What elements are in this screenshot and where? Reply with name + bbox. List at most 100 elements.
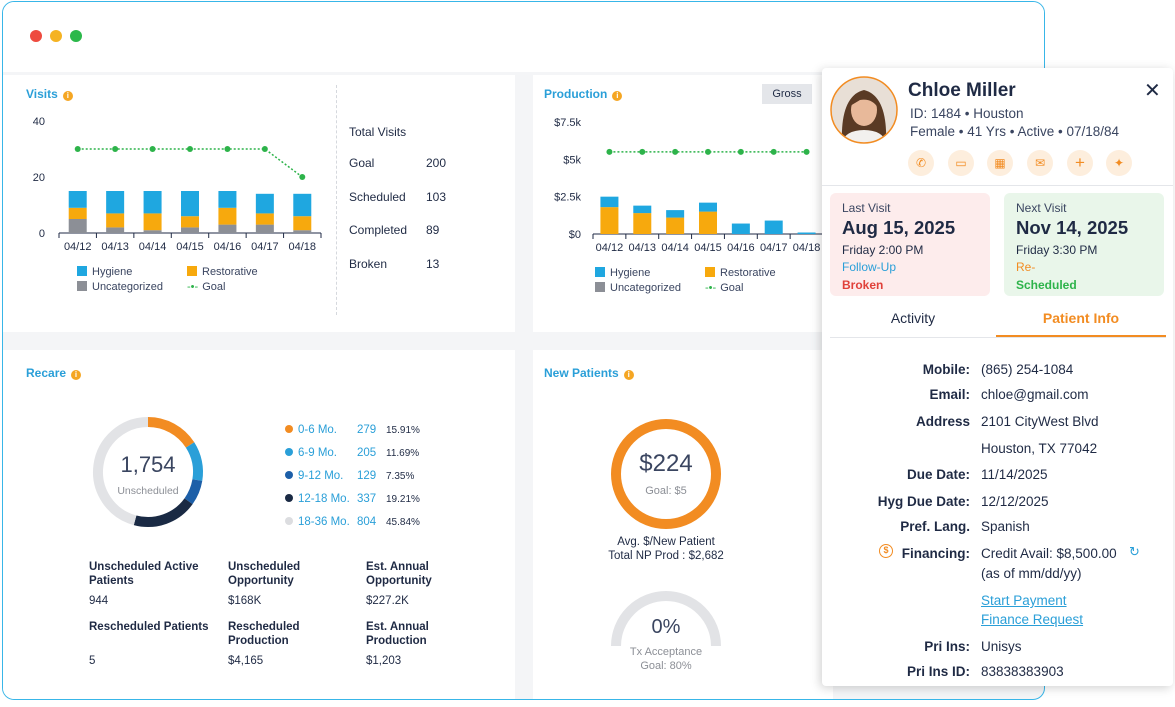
visits-bar-uncategorized[interactable] — [143, 230, 162, 233]
recare-bucket-label: 9-12 Mo. — [298, 470, 344, 482]
start-payment-link[interactable]: Start Payment — [981, 593, 1067, 608]
production-bar-hygiene[interactable] — [731, 223, 750, 234]
recare-slice[interactable] — [147, 417, 195, 448]
mail-icon[interactable]: ✉ — [1027, 150, 1053, 176]
total-visits-title: Total Visits — [349, 125, 407, 139]
tab-patient-info[interactable]: Patient Info — [996, 304, 1166, 337]
production-goal-point[interactable] — [770, 148, 777, 155]
recare-panel: Recare i 1,754 Unscheduled 0-6 Mo. 279 15.9… — [3, 350, 515, 699]
recare-metric-value: $1,203 — [366, 655, 402, 667]
production-y-tick: $5k — [563, 154, 581, 166]
info-icon[interactable]: i — [612, 91, 623, 101]
visits-bar-hygiene[interactable] — [106, 191, 125, 214]
production-bar-hygiene[interactable] — [600, 196, 619, 208]
production-goal-point[interactable] — [737, 148, 744, 155]
info-icon[interactable]: i — [71, 370, 82, 380]
chat-icon[interactable]: ▭ — [948, 150, 974, 176]
recare-bucket-count: 337 — [357, 493, 377, 505]
production-bar-hygiene[interactable] — [699, 202, 717, 212]
visits-bar-restorative[interactable] — [218, 207, 237, 225]
tab-activity[interactable]: Activity — [890, 310, 936, 326]
avatar[interactable] — [830, 76, 898, 144]
production-bar-restorative[interactable] — [699, 211, 717, 234]
visits-bar-uncategorized[interactable] — [181, 227, 199, 233]
visits-bar-uncategorized[interactable] — [218, 224, 237, 233]
production-goal-point[interactable] — [672, 148, 679, 155]
production-goal-point[interactable] — [705, 148, 711, 155]
finance-request-link[interactable]: Finance Request — [981, 612, 1084, 627]
visits-bar-hygiene[interactable] — [255, 193, 274, 214]
production-bar-restorative[interactable] — [633, 213, 652, 234]
visits-bar-hygiene[interactable] — [143, 191, 162, 214]
visits-bar-uncategorized[interactable] — [68, 219, 87, 233]
recare-metric-value: 944 — [89, 595, 109, 607]
patient-info-value: 2101 CityWest Blvd — [981, 414, 1099, 429]
visits-bar-hygiene[interactable] — [293, 193, 312, 217]
production-bar-hygiene[interactable] — [797, 232, 816, 234]
production-goal-point[interactable] — [639, 148, 646, 155]
recare-bucket[interactable]: 6-9 Mo. — [285, 447, 337, 459]
visits-chart: 0 20 40 04/12 04/13 04/14 04/15 04/16 04/17 04/18 — [33, 116, 322, 253]
calendar-icon[interactable]: ▦ — [987, 150, 1013, 176]
info-icon[interactable]: i — [623, 370, 634, 380]
recare-bucket-count: 129 — [357, 470, 377, 482]
prod-legend-goal: -•- Goal — [705, 282, 744, 294]
recare-metric-label: Est. Annual Opportunity — [366, 561, 432, 587]
recare-slice[interactable] — [93, 417, 149, 526]
phone-icon[interactable]: ✆ — [908, 150, 934, 176]
recare-slice[interactable] — [185, 442, 203, 481]
production-bar-hygiene[interactable] — [633, 205, 652, 214]
add-icon[interactable]: + — [1067, 150, 1093, 176]
recare-slice[interactable] — [133, 498, 193, 527]
close-icon[interactable]: ✕ — [1144, 80, 1161, 102]
recare-slice[interactable] — [184, 479, 203, 505]
visits-bar-hygiene[interactable] — [181, 191, 199, 217]
gross-toggle[interactable]: Gross — [762, 84, 812, 104]
visits-bar-uncategorized[interactable] — [293, 230, 312, 233]
production-goal-point[interactable] — [803, 148, 810, 155]
bullet-icon — [285, 517, 293, 525]
minimize-window-dot[interactable] — [50, 30, 62, 42]
visits-goal-point[interactable] — [149, 146, 156, 152]
maximize-window-dot[interactable] — [70, 30, 82, 42]
production-bar-restorative[interactable] — [666, 217, 685, 234]
production-bar-restorative[interactable] — [600, 207, 619, 234]
visits-bar-restorative[interactable] — [106, 213, 125, 228]
visits-bar-restorative[interactable] — [255, 213, 274, 225]
visits-bar-uncategorized[interactable] — [255, 224, 274, 233]
visits-goal-point[interactable] — [112, 146, 119, 152]
last-visit-card[interactable]: Last Visit Aug 15, 2025 Friday 2:00 PM F… — [830, 193, 990, 296]
next-visit-card[interactable]: Next Visit Nov 14, 2025 Friday 3:30 PM R… — [1004, 193, 1164, 296]
visits-goal-point[interactable] — [187, 146, 193, 152]
close-window-dot[interactable] — [30, 30, 42, 42]
visits-x-tick: 04/16 — [214, 241, 242, 253]
production-bar-hygiene[interactable] — [666, 210, 685, 218]
pri-ins-id-label: Pri Ins ID: — [906, 664, 970, 679]
visits-goal-point[interactable] — [224, 146, 231, 152]
visits-bar-hygiene[interactable] — [218, 191, 237, 208]
visits-bar-hygiene[interactable] — [68, 191, 87, 208]
visits-bar-restorative[interactable] — [143, 213, 162, 231]
visits-goal-point[interactable] — [74, 146, 81, 152]
recare-bucket[interactable]: 9-12 Mo. — [285, 470, 343, 482]
hygiene-swatch-icon — [77, 266, 87, 276]
visits-bar-restorative[interactable] — [68, 207, 87, 219]
visits-bar-restorative[interactable] — [181, 216, 199, 228]
recare-donut — [93, 417, 203, 527]
recare-bucket[interactable]: 18-36 Mo. — [285, 516, 350, 528]
recare-bucket[interactable]: 12-18 Mo. — [285, 493, 350, 505]
visits-bar-uncategorized[interactable] — [106, 227, 125, 233]
visits-bar-restorative[interactable] — [293, 216, 312, 231]
stat-label: Goal — [349, 156, 375, 170]
recare-bucket[interactable]: 0-6 Mo. — [285, 424, 337, 436]
refresh-icon[interactable]: ↻ — [1129, 544, 1140, 559]
production-goal-point[interactable] — [606, 148, 613, 155]
stat-value: 200 — [426, 156, 447, 170]
patient-info-value: chloe@gmail.com — [981, 387, 1089, 402]
visits-goal-point[interactable] — [261, 146, 268, 152]
visits-goal-point[interactable] — [299, 174, 306, 180]
info-icon[interactable]: i — [62, 91, 73, 101]
production-bar-hygiene[interactable] — [764, 220, 783, 234]
patient-card: Chloe Miller ID: 1484 • Houston Female •… — [822, 68, 1173, 686]
celebrate-icon[interactable]: ✦ — [1106, 150, 1132, 176]
